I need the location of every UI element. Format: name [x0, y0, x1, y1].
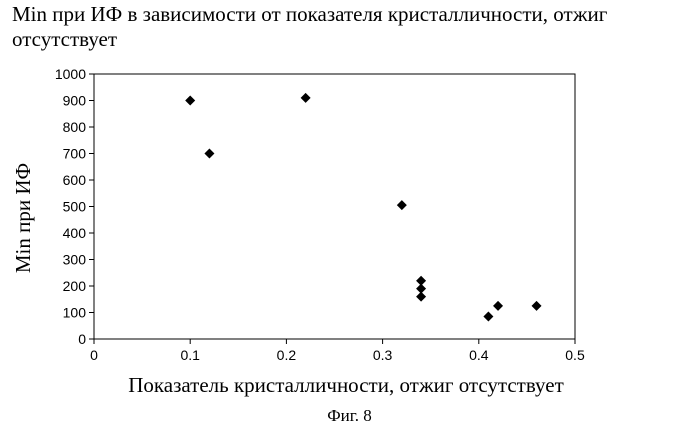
- x-tick-label: 0: [90, 347, 98, 363]
- y-tick-label: 600: [63, 172, 87, 188]
- data-point: [204, 149, 214, 159]
- figure-caption: Фиг. 8: [0, 406, 699, 426]
- y-tick-label: 100: [63, 305, 87, 321]
- y-tick-label: 700: [63, 146, 87, 162]
- data-point: [185, 96, 195, 106]
- data-point: [416, 292, 426, 302]
- y-tick-label: 400: [63, 225, 87, 241]
- y-tick-label: 1000: [55, 66, 86, 82]
- y-tick-label: 200: [63, 278, 87, 294]
- x-tick-label: 0.5: [565, 347, 585, 363]
- plot-frame: [94, 74, 575, 339]
- y-tick-label: 500: [63, 199, 87, 215]
- x-tick-label: 0.2: [277, 347, 297, 363]
- data-point: [532, 301, 542, 311]
- plot-area: 0 100 200 300 400 500 600 700 800 900 1000 0 0.1 0.2 0…: [55, 66, 585, 363]
- data-point: [493, 301, 503, 311]
- x-tick-label: 0.1: [180, 347, 200, 363]
- y-tick-label: 300: [63, 252, 87, 268]
- data-point: [483, 311, 493, 321]
- y-tick-label: 0: [78, 331, 86, 347]
- y-axis-title: Min при ИФ: [11, 163, 35, 273]
- data-point: [301, 93, 311, 103]
- x-axis-title: Показатель кристалличности, отжиг отсутс…: [128, 373, 564, 397]
- y-tick-label: 900: [63, 93, 87, 109]
- data-point: [397, 200, 407, 210]
- y-tick-label: 800: [63, 119, 87, 135]
- x-tick-label: 0.3: [373, 347, 393, 363]
- x-tick-label: 0.4: [469, 347, 489, 363]
